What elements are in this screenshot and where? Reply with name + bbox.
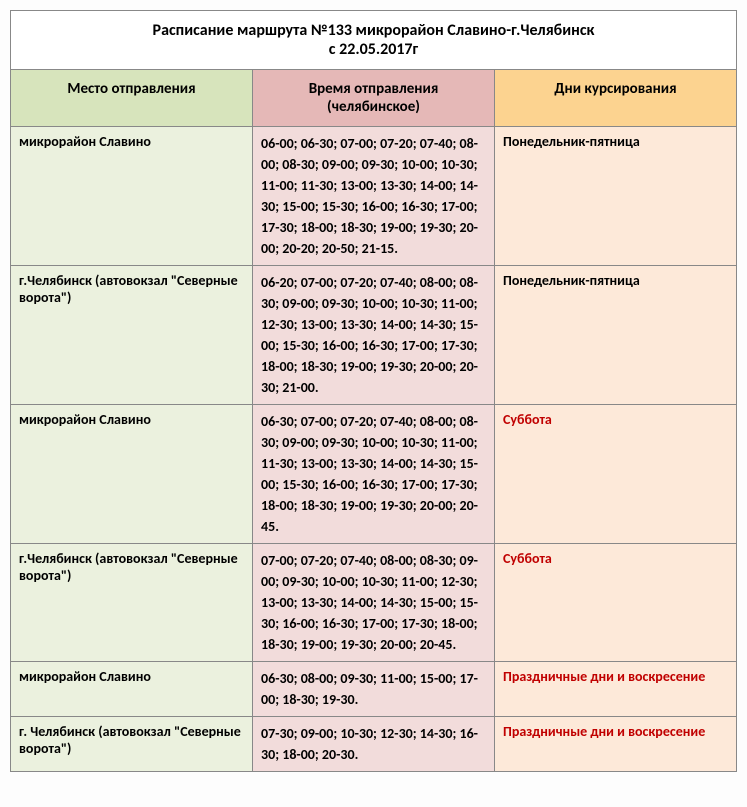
cell-days: Понедельник-пятница	[495, 266, 737, 405]
cell-days: Праздничные дни и воскресение	[495, 717, 737, 772]
table-row: микрорайон Славино06-00; 06-30; 07-00; 0…	[11, 127, 737, 266]
cell-days: Суббота	[495, 405, 737, 544]
cell-place: микрорайон Славино	[11, 405, 253, 544]
header-place: Место отправления	[11, 70, 253, 127]
table-row: г.Челябинск (автовокзал "Северные ворота…	[11, 266, 737, 405]
cell-time: 07-00; 07-20; 07-40; 08-00; 08-30; 09-00…	[253, 544, 495, 662]
cell-time: 06-30; 07-00; 07-20; 07-40; 08-00; 08-30…	[253, 405, 495, 544]
cell-days: Понедельник-пятница	[495, 127, 737, 266]
table-row: микрорайон Славино06-30; 08-00; 09-30; 1…	[11, 662, 737, 717]
title-line2: с 22.05.2017г	[329, 40, 418, 59]
schedule-table: Расписание маршрута №133 микрорайон Слав…	[10, 10, 737, 772]
title-row: Расписание маршрута №133 микрорайон Слав…	[11, 11, 737, 70]
title-line1: Расписание маршрута №133 микрорайон Слав…	[153, 21, 595, 40]
cell-place: г.Челябинск (автовокзал "Северные ворота…	[11, 544, 253, 662]
cell-place: г. Челябинск (автовокзал "Северные ворот…	[11, 717, 253, 772]
cell-place: микрорайон Славино	[11, 127, 253, 266]
header-days: Дни курсирования	[495, 70, 737, 127]
header-row: Место отправления Время отправления (чел…	[11, 70, 737, 127]
table-row: г.Челябинск (автовокзал "Северные ворота…	[11, 544, 737, 662]
cell-days: Праздничные дни и воскресение	[495, 662, 737, 717]
cell-time: 06-00; 06-30; 07-00; 07-20; 07-40; 08-00…	[253, 127, 495, 266]
cell-place: микрорайон Славино	[11, 662, 253, 717]
table-row: микрорайон Славино06-30; 07-00; 07-20; 0…	[11, 405, 737, 544]
cell-days: Суббота	[495, 544, 737, 662]
cell-time: 06-20; 07-00; 07-20; 07-40; 08-00; 08-30…	[253, 266, 495, 405]
cell-place: г.Челябинск (автовокзал "Северные ворота…	[11, 266, 253, 405]
header-time: Время отправления (челябинское)	[253, 70, 495, 127]
cell-time: 07-30; 09-00; 10-30; 12-30; 14-30; 16-30…	[253, 717, 495, 772]
table-row: г. Челябинск (автовокзал "Северные ворот…	[11, 717, 737, 772]
cell-time: 06-30; 08-00; 09-30; 11-00; 15-00; 17-00…	[253, 662, 495, 717]
